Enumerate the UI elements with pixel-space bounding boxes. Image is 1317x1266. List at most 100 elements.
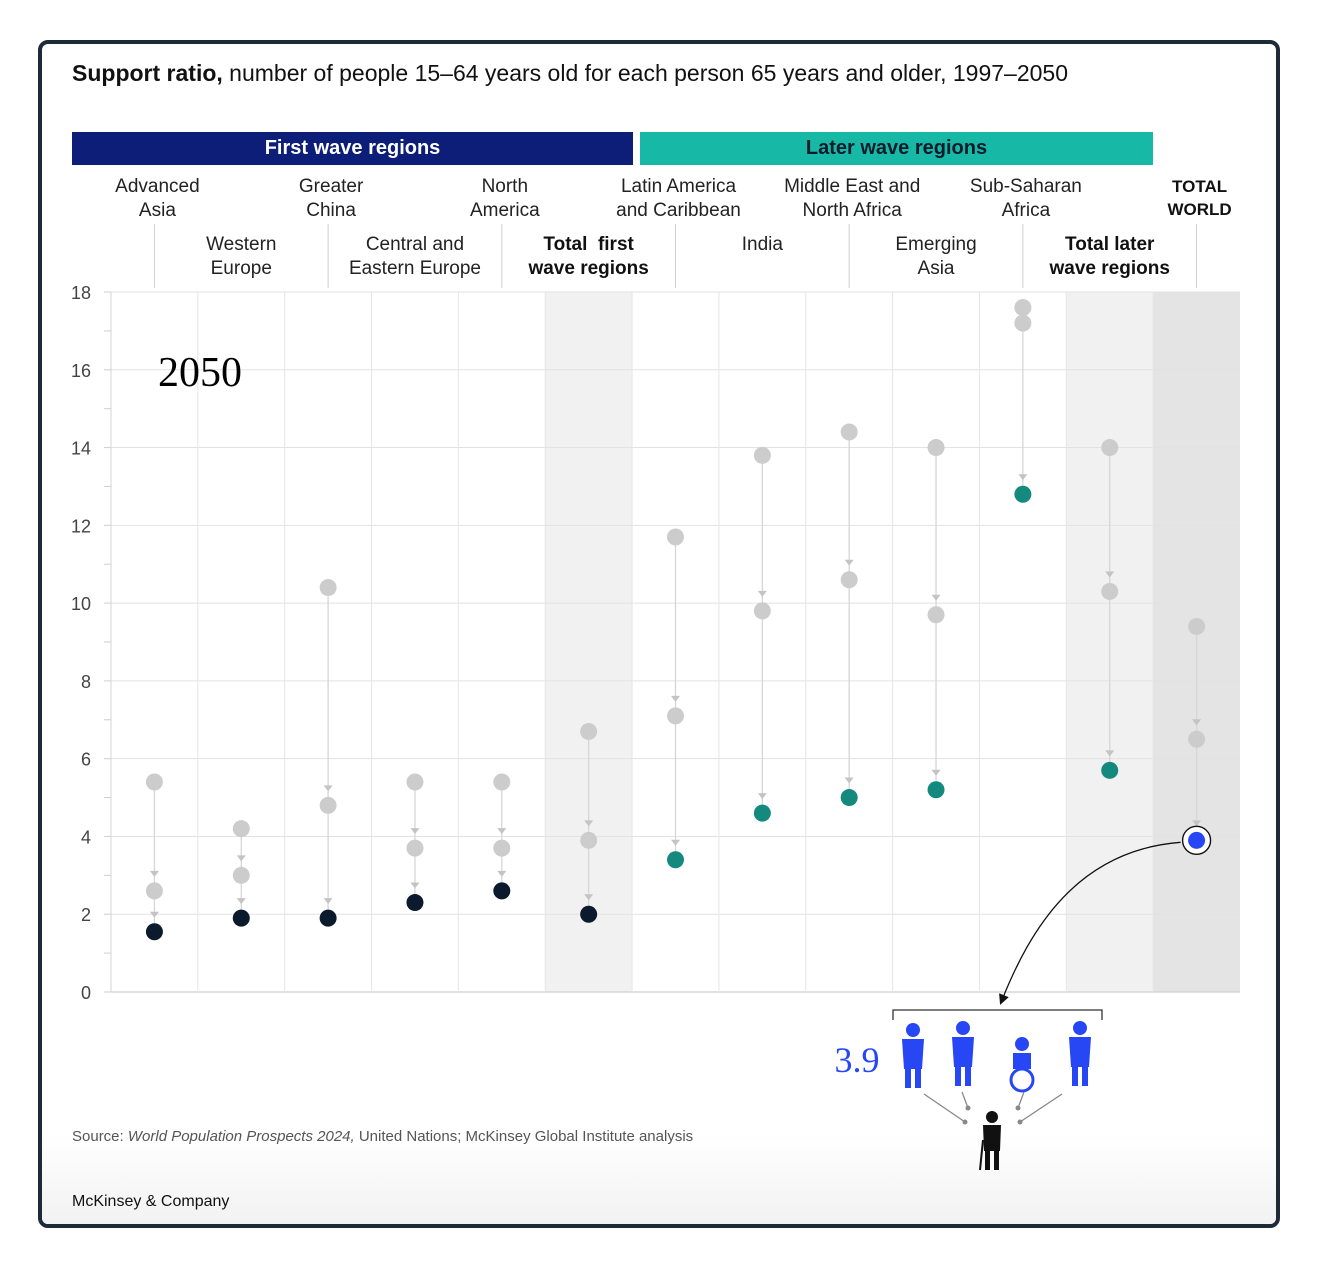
elderly-torso (983, 1125, 1001, 1151)
point-intermediate (232, 866, 250, 884)
support-arrow-tip (962, 1119, 968, 1125)
trend-arrowhead (497, 870, 507, 877)
point-2050 (580, 905, 598, 923)
worker-wheelchair-icon-wheel (1009, 1067, 1035, 1093)
worker-icon-torso (1069, 1037, 1091, 1067)
point-1997 (927, 439, 945, 457)
worker-icon (952, 1021, 974, 1086)
category-label: Central and Eastern Europe (348, 234, 481, 279)
point-2050 (493, 882, 511, 900)
point-1997 (840, 423, 858, 441)
point-1997 (580, 722, 598, 740)
worker-icon-torso (952, 1037, 974, 1067)
point-2050 (319, 909, 337, 927)
worker-wheelchair-icon (1009, 1037, 1035, 1093)
year-label: 2050 (158, 350, 242, 396)
trend-arrowhead (1192, 719, 1202, 726)
worker-icon-torso (902, 1039, 924, 1069)
category-label: India (741, 234, 783, 255)
footer-background (42, 1134, 1276, 1224)
trend-arrowhead (236, 855, 246, 862)
trend-arrowhead (236, 898, 246, 905)
point-2050 (232, 909, 250, 927)
category-label: TOTAL WORLD (1167, 177, 1232, 219)
point-intermediate (145, 882, 163, 900)
worker-icon-leg-right (915, 1068, 921, 1088)
elderly-leg-right (994, 1150, 999, 1170)
point-2050 (1188, 831, 1206, 849)
worker-icon (902, 1023, 924, 1088)
trend-arrowhead (1018, 474, 1028, 481)
trend-arrowhead (584, 820, 594, 827)
elderly-head (986, 1111, 998, 1123)
category-label: Advanced Asia (115, 176, 200, 221)
point-1997 (406, 773, 424, 791)
point-intermediate (667, 707, 684, 725)
worker-icon (1069, 1021, 1091, 1086)
point-2050 (1014, 485, 1032, 503)
title-bold: Support ratio, (72, 60, 223, 86)
point-1997 (667, 528, 684, 546)
title-rest: number of people 15–64 years old for eac… (222, 60, 1068, 86)
point-2050 (753, 804, 771, 822)
trend-arrowhead (757, 793, 767, 800)
callout-value: 3.9 (835, 1040, 880, 1080)
point-intermediate (1188, 730, 1206, 748)
category-label: Greater China (298, 176, 364, 221)
point-2050 (1101, 761, 1119, 779)
worker-icon-leg-left (955, 1066, 961, 1086)
support-arrow-tip (1015, 1105, 1021, 1111)
source-note: Source: World Population Prospects 2024,… (72, 1128, 693, 1145)
y-tick-label: 4 (81, 827, 91, 847)
trend-arrowhead (1105, 750, 1115, 757)
point-2050 (927, 781, 945, 799)
trend-arrowhead (931, 594, 941, 601)
first-wave-band: First wave regions (72, 132, 633, 165)
support-arrow (923, 1093, 966, 1123)
worker-icon-leg-right (1082, 1066, 1088, 1086)
point-1997 (145, 773, 163, 791)
trend-arrowhead (584, 894, 594, 901)
y-tick-label: 2 (81, 905, 91, 925)
worker-wheelchair-icon-torso (1013, 1053, 1031, 1069)
support-arrow (1019, 1093, 1063, 1123)
point-intermediate (840, 571, 858, 589)
point-1997 (753, 446, 771, 464)
worker-icon-leg-left (905, 1068, 911, 1088)
support-arrow-tip (965, 1105, 971, 1111)
trend-arrowhead (671, 839, 680, 846)
point-intermediate (927, 606, 945, 624)
trend-arrowhead (931, 769, 941, 776)
callout-arrow (999, 841, 1181, 1005)
y-tick-label: 0 (81, 983, 91, 1003)
point-1997 (493, 773, 511, 791)
point-intermediate (493, 839, 511, 857)
trend-arrowhead (323, 898, 333, 905)
support-arrow-tip (1017, 1119, 1023, 1125)
source-rest: United Nations; McKinsey Global Institut… (354, 1128, 694, 1145)
source-prefix: Source: (72, 1128, 128, 1145)
point-intermediate (1014, 314, 1032, 332)
y-tick-label: 14 (71, 439, 91, 459)
support-arrow (1017, 1091, 1025, 1109)
trend-arrowhead (671, 695, 680, 702)
worker-icon-leg-left (1072, 1066, 1078, 1086)
point-2050 (145, 923, 163, 941)
trend-arrowhead (323, 785, 333, 792)
point-1997 (232, 820, 250, 838)
point-2050 (840, 789, 858, 807)
category-label: North America (469, 176, 540, 221)
worker-icon-head (906, 1023, 920, 1037)
trend-arrowhead (149, 870, 159, 877)
category-label: Total first wave regions (528, 234, 649, 279)
worker-icon-head (956, 1021, 970, 1035)
category-label: Western Europe (206, 234, 277, 279)
point-1997 (1014, 299, 1032, 317)
y-tick-label: 16 (71, 361, 91, 381)
point-intermediate (753, 602, 771, 620)
elderly-cane (979, 1139, 984, 1171)
category-label: Emerging Asia (895, 234, 977, 279)
point-2050 (406, 894, 424, 912)
point-2050 (667, 851, 684, 869)
